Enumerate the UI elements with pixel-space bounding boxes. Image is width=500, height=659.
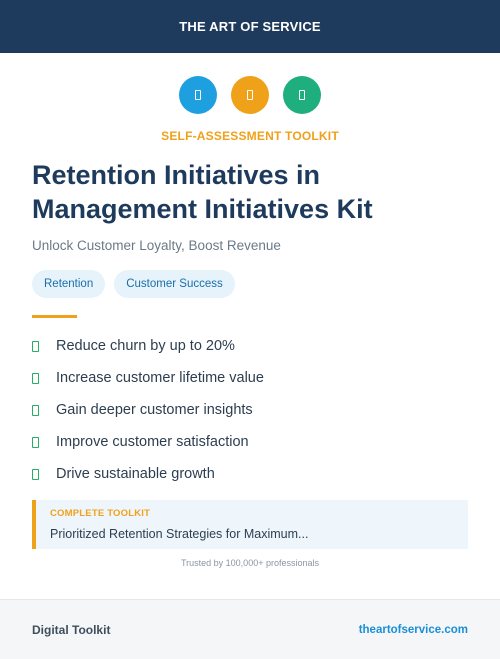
header-bar: THE ART OF SERVICE [0,0,500,53]
document-glyph-icon [299,90,305,100]
document-icon [231,76,269,114]
accent-divider [32,315,77,318]
list-item: Gain deeper customer insights [32,394,264,426]
list-item: Improve customer satisfaction [32,426,264,458]
page-subtitle: Unlock Customer Loyalty, Boost Revenue [32,238,281,253]
checkbox-icon [32,437,39,448]
benefit-text: Improve customer satisfaction [56,434,249,450]
checkbox-icon [32,341,39,352]
benefit-text: Gain deeper customer insights [56,402,253,418]
checkbox-icon [32,405,39,416]
benefit-text: Reduce churn by up to 20% [56,338,235,354]
footer-bar: Digital Toolkit theartofservice.com [0,599,500,659]
document-icon [283,76,321,114]
checkbox-icon [32,469,39,480]
footer-label: Digital Toolkit [32,623,110,637]
page-title: Retention Initiatives in Management Init… [32,158,472,226]
toolkit-callout[interactable]: COMPLETE TOOLKIT Prioritized Retention S… [32,500,468,549]
document-glyph-icon [195,90,201,100]
list-item: Increase customer lifetime value [32,362,264,394]
benefit-text: Increase customer lifetime value [56,370,264,386]
tag-list: Retention Customer Success [32,270,235,298]
tag-customer-success[interactable]: Customer Success [114,270,235,298]
checkbox-icon [32,373,39,384]
list-item: Drive sustainable growth [32,458,264,490]
callout-kicker: COMPLETE TOOLKIT [50,508,468,519]
document-icon [179,76,217,114]
brand-title: THE ART OF SERVICE [179,19,321,34]
benefit-list: Reduce churn by up to 20% Increase custo… [32,330,264,490]
benefit-text: Drive sustainable growth [56,466,215,482]
toolkit-kicker: SELF-ASSESSMENT TOOLKIT [0,129,500,143]
tag-retention[interactable]: Retention [32,270,105,298]
trust-note: Trusted by 100,000+ professionals [0,558,500,568]
callout-text: Prioritized Retention Strategies for Max… [50,527,468,541]
website-link[interactable]: theartofservice.com [359,624,468,636]
list-item: Reduce churn by up to 20% [32,330,264,362]
document-glyph-icon [247,90,253,100]
feature-icons [0,76,500,114]
